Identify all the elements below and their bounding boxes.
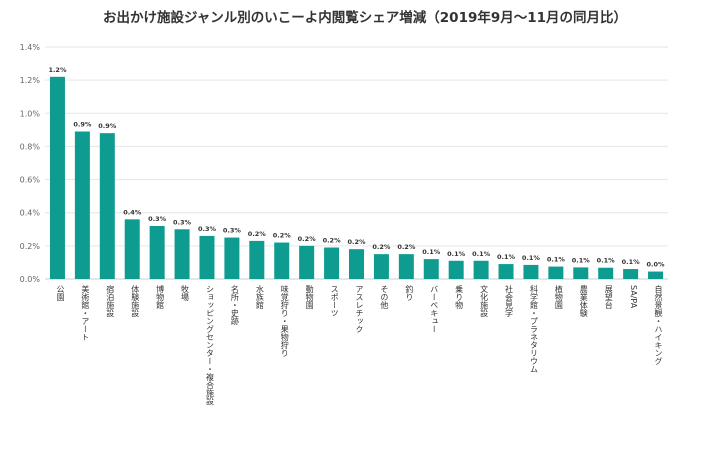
bar (373, 254, 389, 279)
bar (523, 264, 539, 279)
x-tick-label: バーベキュー (430, 285, 439, 333)
bar (548, 266, 564, 279)
bar (149, 225, 165, 279)
data-label: 0.1% (497, 253, 516, 261)
bar (623, 269, 639, 279)
bar (174, 229, 190, 279)
data-label: 0.2% (273, 232, 292, 240)
x-tick-label: その他 (380, 285, 389, 310)
x-tick-label: アスレチック (355, 285, 364, 333)
y-axis: 0.0% 0.2% 0.4% 0.6% 0.8% 1.0% 1.2% 1.4% (20, 43, 41, 284)
bar (573, 267, 589, 279)
data-label: 0.3% (223, 227, 242, 235)
data-label: 0.2% (248, 230, 267, 238)
bar (99, 133, 115, 279)
bar (124, 219, 140, 279)
y-tick-label: 0.4% (20, 209, 41, 218)
x-tick-label: 農業体験 (579, 284, 588, 318)
x-tick-label: 文化施設 (480, 284, 489, 318)
bar (598, 267, 614, 279)
y-tick-label: 0.6% (20, 176, 41, 185)
bar (249, 240, 265, 279)
data-label: 0.2% (372, 243, 391, 251)
x-tick-label: 自然景観・ハイキング (654, 284, 663, 365)
x-tick-label: 社会見学 (505, 284, 514, 317)
x-axis: 公園 美術館・アート 宿泊施設 体験施設 博物館 牧場 ショッピングセンター・複合施設 名所・… (56, 284, 663, 406)
data-label: 0.1% (597, 257, 616, 265)
x-tick-label: 博物館 (156, 284, 165, 310)
data-label: 0.1% (547, 256, 566, 264)
x-tick-label: 乗り物 (455, 284, 464, 310)
x-tick-label: スポーツ (330, 285, 339, 317)
x-tick-label: SA/PA (629, 285, 638, 309)
x-tick-label: ショッピングセンター・複合施設 (205, 285, 214, 406)
data-label: 0.1% (522, 254, 541, 262)
y-tick-label: 0.8% (20, 142, 41, 151)
bar (648, 271, 664, 279)
data-label: 0.9% (98, 122, 117, 130)
bar (324, 247, 340, 279)
bar (498, 264, 514, 279)
data-label: 0.9% (73, 121, 92, 129)
x-tick-label: 展望台 (604, 285, 613, 310)
data-label: 0.1% (572, 256, 591, 264)
data-label: 0.1% (422, 248, 441, 256)
grid (45, 46, 668, 280)
x-tick-label: 水族館 (255, 284, 264, 310)
x-tick-label: 公園 (56, 285, 65, 302)
y-tick-label: 1.0% (20, 109, 41, 118)
data-label: 0.3% (173, 218, 192, 226)
data-label: 0.3% (198, 225, 217, 233)
x-tick-label: 宿泊施設 (106, 284, 115, 318)
x-tick-label: 味覚狩り・果物狩り (280, 284, 289, 357)
bar (349, 249, 364, 279)
x-tick-label: 美術館・アート (81, 284, 90, 341)
data-label: 0.1% (622, 258, 641, 266)
x-tick-label: 釣り (405, 284, 414, 301)
bar (49, 76, 65, 279)
data-label: 0.2% (347, 238, 366, 246)
data-label: 0.2% (298, 235, 317, 243)
bar (398, 254, 414, 279)
y-tick-label: 1.2% (20, 76, 41, 85)
x-tick-label: 科学館・プラネタリウム (529, 284, 538, 373)
data-label: 0.2% (397, 243, 416, 251)
data-label: 0.0% (647, 261, 666, 269)
y-tick-label: 0.0% (20, 275, 41, 284)
bar (74, 131, 90, 279)
x-tick-label: 名所・史跡 (230, 284, 239, 326)
data-label: 0.4% (123, 208, 142, 216)
data-label: 0.2% (323, 237, 342, 245)
chart-title: お出かけ施設ジャンル別のいこーよ内閲覧シェア増減（2019年9月～11月の同月比… (103, 9, 627, 26)
data-label: 0.3% (148, 215, 167, 223)
bar (199, 235, 215, 279)
bar (299, 245, 315, 279)
bars (49, 76, 664, 279)
x-tick-label: 動物園 (305, 285, 314, 310)
data-label: 0.1% (472, 250, 491, 258)
y-tick-label: 0.2% (20, 242, 41, 251)
x-tick-label: 体験施設 (131, 284, 140, 318)
bar (224, 237, 240, 279)
bar (274, 242, 290, 279)
data-label: 1.2% (48, 66, 67, 74)
bar (448, 260, 464, 279)
bar (473, 260, 489, 279)
y-tick-label: 1.4% (20, 43, 41, 52)
data-labels: 1.2% 0.9% 0.9% 0.4% 0.3% 0.3% 0.3% 0.3% 0.2% 0.2%… (48, 66, 665, 269)
x-tick-label: 植物園 (554, 284, 563, 310)
x-tick-label: 牧場 (181, 284, 190, 302)
bar (423, 259, 439, 279)
data-label: 0.1% (447, 250, 466, 258)
